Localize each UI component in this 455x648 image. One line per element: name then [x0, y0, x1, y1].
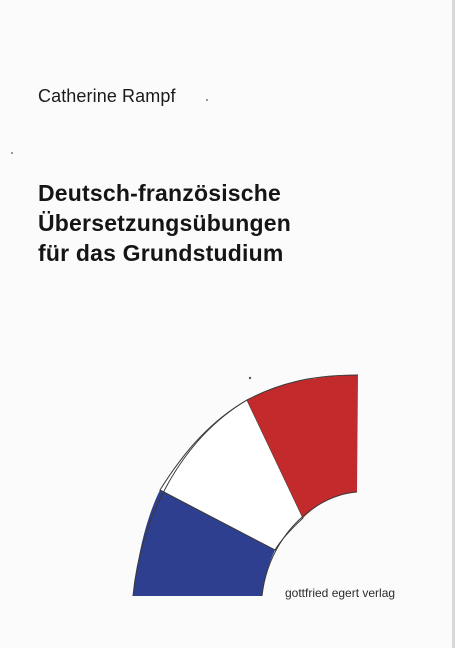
title-line-2: Übersetzungsübungen [38, 210, 291, 236]
title-line-1: Deutsch-französische [38, 180, 282, 206]
publisher-name: gottfried egert verlag [285, 586, 396, 600]
author-name: Catherine Rampf [38, 86, 176, 106]
speck-mark-2 [206, 99, 208, 101]
arc-outline [132, 374, 359, 597]
arc-segment-red [247, 375, 358, 518]
speck-mark-3 [11, 152, 13, 154]
book-title: Deutsch-französische Übersetzungsübungen… [38, 178, 438, 268]
title-line-3: für das Grundstudium [38, 240, 284, 266]
speck-mark [248, 376, 252, 380]
page-edge [452, 0, 455, 648]
arc-inner-outline [261, 491, 358, 597]
arc-segment-blue [133, 490, 275, 596]
